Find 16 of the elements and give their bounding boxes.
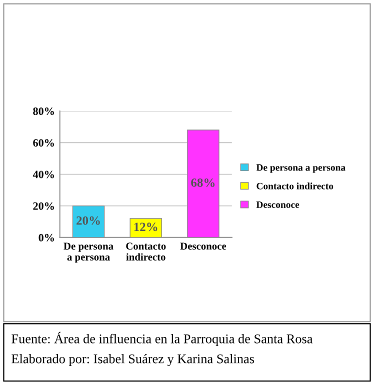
legend-label: Contacto indirecto (256, 182, 334, 190)
x-tick-label: De persona a persona (64, 242, 114, 263)
legend-label: Desconoce (256, 202, 300, 208)
source-note: Fuente: Área de influencia en la Parroquia de Santa Rosa (12, 332, 313, 346)
data-label: 20% (76, 216, 100, 225)
data-label: 68% (191, 178, 215, 187)
x-tick-label: Contacto indirecto (126, 242, 166, 261)
text: Elaborado por: Isabel Suárez y Karina Salinas (12, 354, 254, 366)
y-tick-label: 0% (38, 234, 54, 242)
legend-label: De persona a persona (256, 164, 346, 173)
data-label: 12% (134, 222, 158, 232)
y-tick-label: 60% (33, 139, 54, 147)
y-tick-label: 20% (33, 202, 54, 210)
y-tick-label: 80% (33, 108, 54, 116)
x-tick-label: Desconoce (180, 242, 226, 250)
y-tick-label: 40% (32, 170, 54, 178)
